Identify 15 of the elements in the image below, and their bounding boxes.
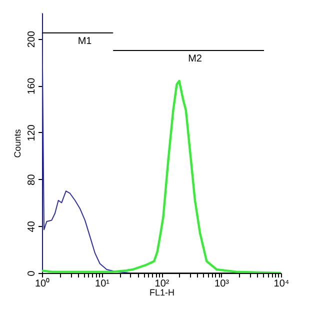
y-tick-label: 120 bbox=[26, 124, 38, 142]
y-tick-label: 200 bbox=[26, 30, 38, 48]
y-tick-label: 40 bbox=[26, 220, 38, 232]
y-axis-title: Counts bbox=[12, 128, 22, 158]
annotation: M2 bbox=[188, 53, 202, 64]
x-tick-label: 10¹ bbox=[95, 278, 110, 290]
y-tick-label: 80 bbox=[26, 174, 38, 186]
annotation: M1 bbox=[78, 36, 92, 47]
x-tick-label: 10² bbox=[154, 278, 170, 290]
x-tick-label: 10⁰ bbox=[34, 278, 50, 290]
x-tick-label: 10³ bbox=[214, 278, 230, 290]
x-axis-title: FL1-H bbox=[149, 288, 175, 298]
x-tick-label: 10⁴ bbox=[274, 278, 290, 290]
y-tick-label: 160 bbox=[26, 77, 38, 94]
y-tick-label: 0 bbox=[26, 270, 38, 276]
